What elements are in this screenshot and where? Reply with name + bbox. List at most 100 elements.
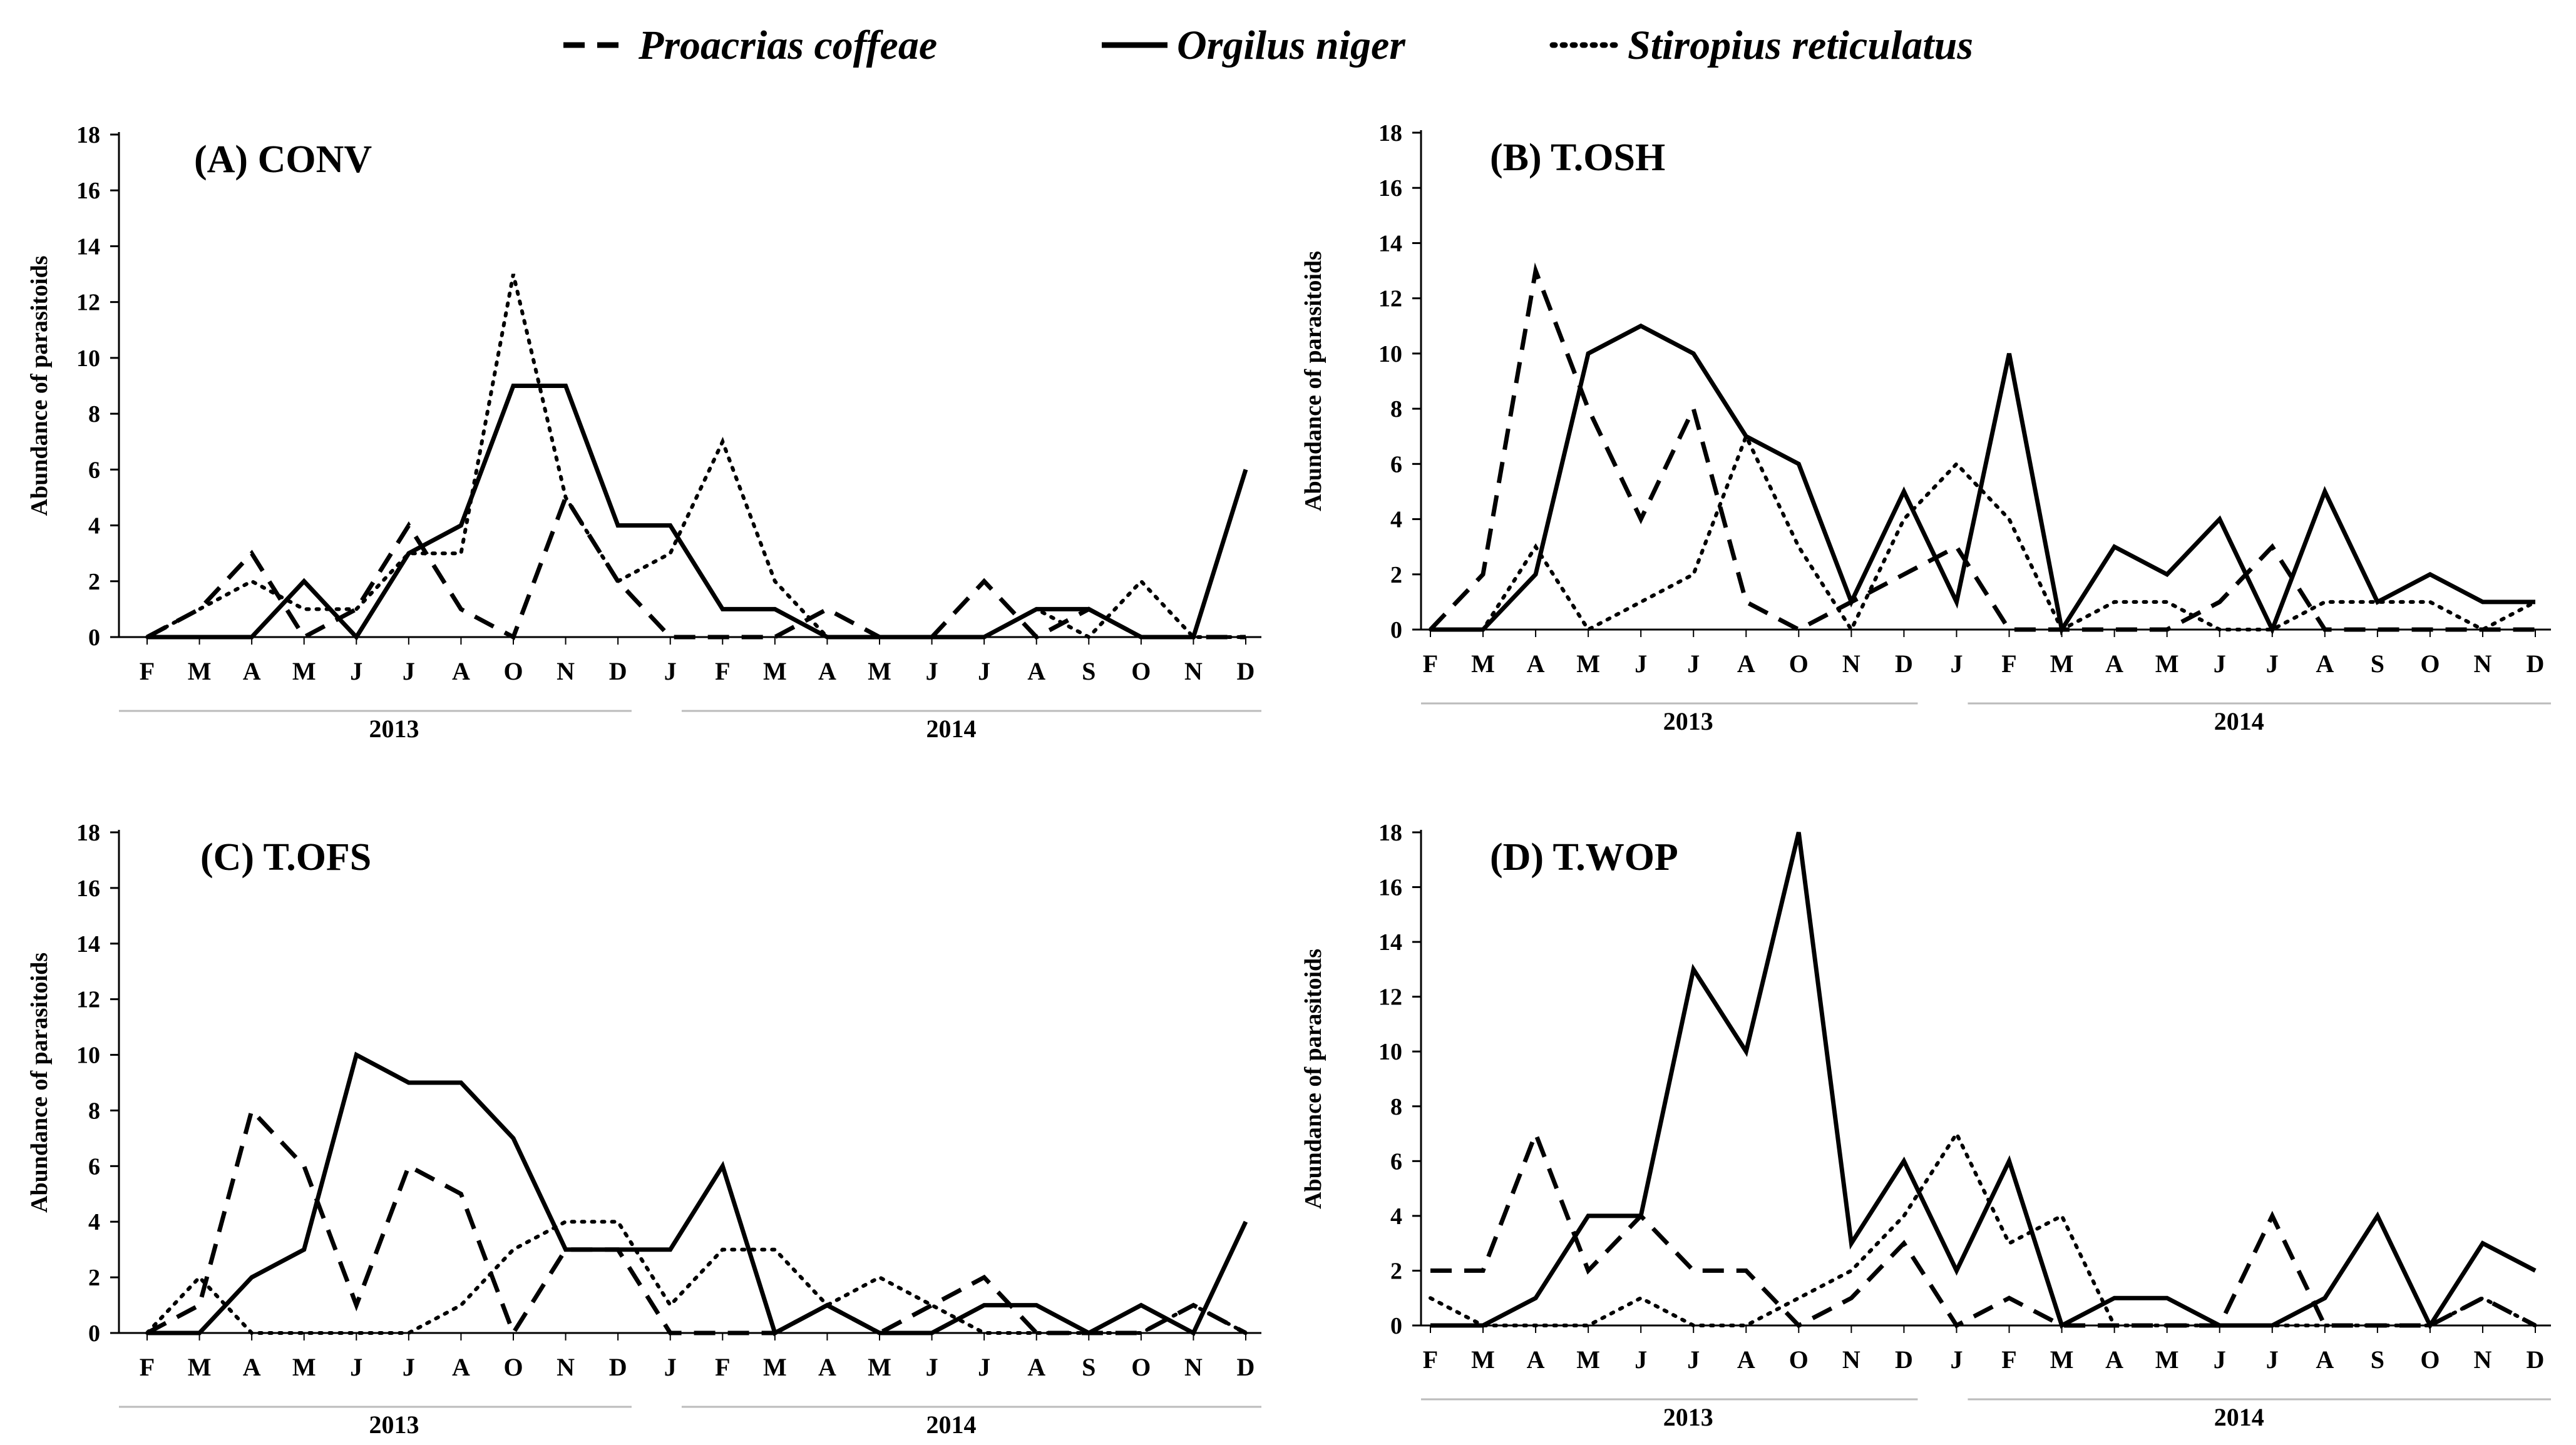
y-tick-label: 18 [1378,120,1402,146]
y-tick-label: 0 [1390,617,1402,643]
year-label-2014: 2014 [926,1411,976,1439]
y-axis-label: Abundance of parasitoids [26,952,53,1213]
month-label: M [763,1353,787,1381]
month-label: J [978,1353,990,1381]
month-label: A [452,1353,470,1381]
month-label: F [1423,650,1438,678]
month-label: O [2420,650,2440,678]
month-label: O [1131,657,1151,685]
panel-title: (A) CONV [194,138,372,181]
y-tick-label: 6 [1390,451,1402,477]
month-label: J [1634,1345,1647,1374]
y-tick-label: 18 [1378,820,1402,846]
y-tick-label: 14 [1378,929,1402,956]
y-tick-label: 16 [1378,875,1402,901]
year-label-2013: 2013 [1663,707,1713,735]
legend-label: Proacrias coffeae [638,23,937,68]
y-tick-label: 14 [1378,230,1402,257]
year-label-2013: 2013 [1663,1403,1713,1431]
y-tick-label: 2 [88,1265,100,1291]
month-label: J [2266,650,2279,678]
year-label-2013: 2013 [369,715,419,743]
month-label: J [2214,1345,2226,1374]
month-label: A [1027,1353,1045,1381]
month-label: F [715,1353,730,1381]
series-line-solid [1430,832,2537,1330]
month-label: J [2214,650,2226,678]
y-tick-label: 6 [88,1153,100,1180]
chart-panel-4: 0 2 4 6 8 10 12 14 16 18 Abundance of parasitoids (… [1300,820,2551,1431]
y-tick-label: 4 [1390,1203,1402,1230]
month-label: S [1082,657,1096,685]
year-label-2014: 2014 [926,715,976,743]
month-label: M [1471,650,1495,678]
month-label: M [2155,650,2179,678]
month-label: J [350,1353,362,1381]
month-label: A [1737,650,1755,678]
month-label: M [763,657,787,685]
month-label: A [2105,650,2123,678]
month-label: A [1527,1345,1545,1374]
month-label: N [1184,657,1203,685]
month-label: D [609,657,627,685]
month-label: N [557,657,575,685]
month-label: J [664,1353,677,1381]
month-label: N [1842,1345,1860,1374]
month-label: D [1895,1345,1913,1374]
year-label-2014: 2014 [2214,707,2264,735]
month-label: J [664,657,677,685]
y-tick-label: 16 [76,876,100,902]
month-label: N [2474,650,2492,678]
legend-label: Orgilus niger [1177,23,1406,68]
month-label: F [2001,650,2016,678]
series-line-dashed [1430,1127,2537,1329]
y-tick-label: 18 [76,820,100,846]
month-label: O [2420,1345,2440,1374]
month-label: M [2050,1345,2074,1374]
y-tick-label: 2 [88,569,100,595]
month-label: M [292,1353,316,1381]
month-label: J [978,657,990,685]
month-label: A [1527,650,1545,678]
y-tick-label: 12 [76,987,100,1013]
month-label: J [1634,650,1647,678]
month-label: A [2316,650,2334,678]
month-label: M [292,657,316,685]
month-label: F [2001,1345,2016,1374]
year-label-2013: 2013 [369,1411,419,1439]
y-tick-label: 12 [1378,286,1402,312]
y-tick-label: 12 [1378,984,1402,1011]
y-tick-label: 4 [1390,507,1402,533]
month-label: M [188,657,212,685]
y-tick-label: 12 [76,290,100,316]
month-label: O [1789,650,1809,678]
y-tick-label: 4 [88,513,100,539]
chart-panel-3: 0 2 4 6 8 10 12 14 16 18 Abundance of parasitoids (… [26,820,1261,1439]
chart-panels: 0 2 4 6 8 10 12 14 16 18 Abundance of parasitoids (… [26,120,2551,1439]
y-tick-label: 10 [76,1043,100,1069]
year-label-2014: 2014 [2214,1403,2264,1431]
y-tick-label: 10 [1378,341,1402,367]
y-tick-label: 8 [88,1098,100,1124]
legend: Proacrias coffeae Orgilus niger Stiropius … [563,23,1973,68]
month-label: J [1687,650,1700,678]
month-label: A [1737,1345,1755,1374]
month-label: M [1576,650,1600,678]
y-axis-label: Abundance of parasitoids [26,256,53,516]
y-tick-label: 6 [1390,1148,1402,1175]
month-label: M [1471,1345,1495,1374]
y-tick-label: 16 [1378,175,1402,202]
month-label: D [1895,650,1913,678]
month-label: M [188,1353,212,1381]
y-tick-label: 0 [88,1320,100,1347]
month-label: J [1950,1345,1963,1374]
y-tick-label: 18 [76,122,100,148]
month-label: J [926,657,938,685]
month-label: O [503,1353,523,1381]
month-label: J [1687,1345,1700,1374]
chart-panel-1: 0 2 4 6 8 10 12 14 16 18 Abundance of parasitoids (… [26,122,1261,743]
month-label: S [2371,1345,2384,1374]
y-tick-label: 10 [76,345,100,372]
series-line-dotted [145,273,1248,640]
